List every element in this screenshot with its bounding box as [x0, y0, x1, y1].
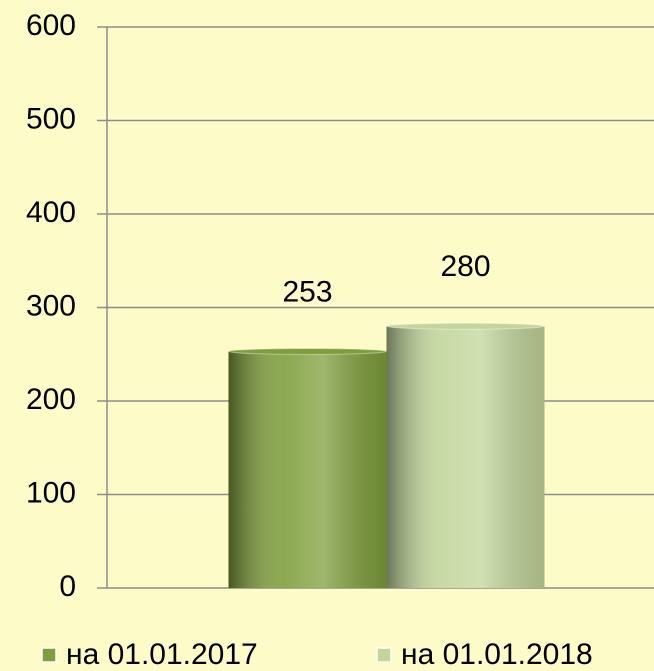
y-tick-label: 500 [26, 102, 76, 135]
legend-marker [41, 647, 57, 663]
legend-marker [376, 647, 392, 663]
legend-label: на 01.01.2017 [66, 638, 258, 671]
bar-shade [228, 351, 387, 588]
y-tick-label: 400 [26, 196, 76, 229]
bar-cap [386, 322, 545, 330]
data-label: 253 [282, 275, 332, 308]
y-tick-label: 0 [59, 570, 76, 603]
bar-cap [228, 347, 387, 355]
y-tick-label: 600 [26, 9, 76, 42]
y-tick-label: 300 [26, 289, 76, 322]
data-label: 280 [440, 250, 490, 283]
y-tick-label: 200 [26, 383, 76, 416]
legend-label: на 01.01.2018 [401, 638, 593, 671]
y-tick-label: 100 [26, 476, 76, 509]
bar-shade [386, 326, 545, 588]
